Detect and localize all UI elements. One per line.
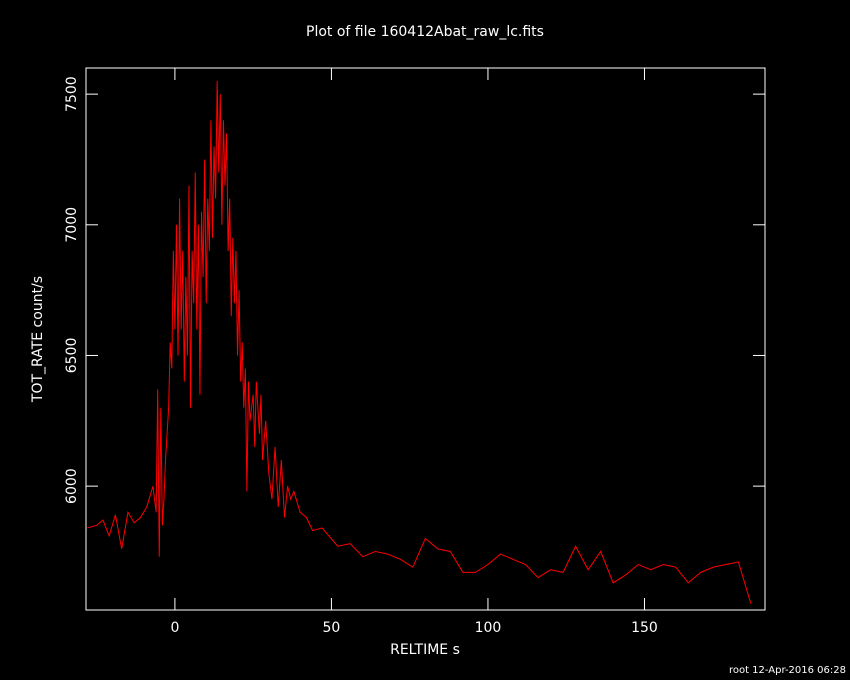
x-tick-label: 150 xyxy=(631,620,658,636)
y-tick-label: 6000 xyxy=(64,468,80,504)
footer: root 12-Apr-2016 06:28 xyxy=(729,665,846,676)
x-tick-label: 100 xyxy=(475,620,502,636)
x-tick-label: 50 xyxy=(323,620,341,636)
y-tick-label: 6500 xyxy=(64,338,80,374)
x-axis-label: RELTIME s xyxy=(390,642,460,658)
chart-title: Plot of file 160412Abat_raw_lc.fits xyxy=(306,24,544,40)
plot-frame xyxy=(85,67,766,611)
light-curve xyxy=(87,81,752,604)
y-tick-label: 7000 xyxy=(64,207,80,243)
x-tick-label: 0 xyxy=(170,620,179,636)
y-axis-label: TOT_RATE count/s xyxy=(30,276,46,403)
y-tick-label: 7500 xyxy=(64,76,80,112)
